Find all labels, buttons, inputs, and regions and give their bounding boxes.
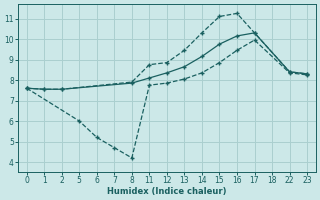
X-axis label: Humidex (Indice chaleur): Humidex (Indice chaleur) xyxy=(107,187,227,196)
